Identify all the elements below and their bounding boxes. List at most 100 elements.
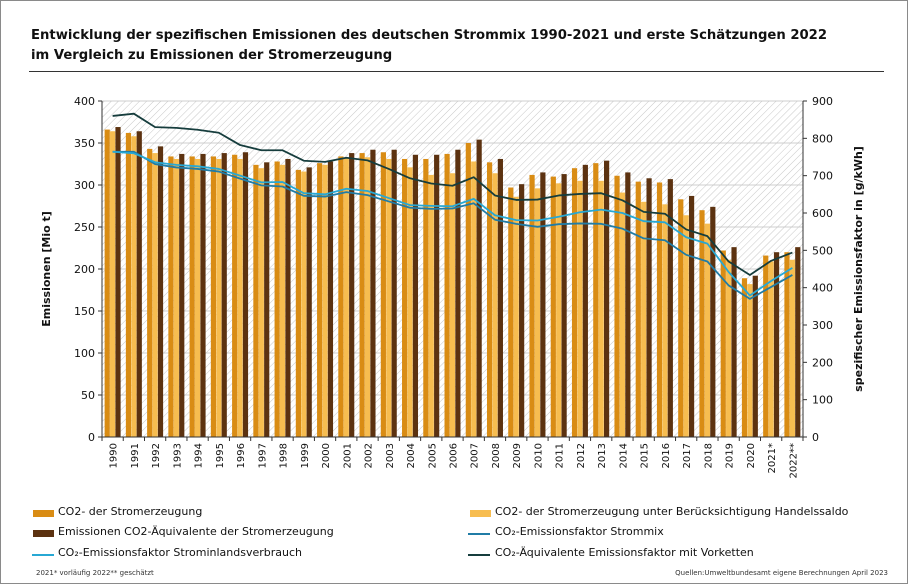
legend-swatch-co2-handel xyxy=(470,510,491,517)
bar-co2-aequivalente xyxy=(434,154,440,437)
right-tick-label: 600 xyxy=(812,207,833,220)
legend-label-co2-handel: CO2- der Stromerzeugung unter Berücksich… xyxy=(495,505,849,518)
bar-co2-handelssaldo xyxy=(619,192,626,437)
x-tick-label: 2012 xyxy=(576,443,587,468)
x-tick-label: 2009 xyxy=(512,443,523,468)
bar-co2 xyxy=(635,181,641,437)
left-tick-label: 250 xyxy=(74,221,95,234)
bar-co2 xyxy=(699,210,705,437)
x-tick-label: 1997 xyxy=(257,443,268,468)
bar-co2-aequivalente xyxy=(455,149,461,437)
bar-co2-aequivalente xyxy=(285,158,291,437)
bar-co2 xyxy=(104,129,110,437)
bar-co2-handelssaldo xyxy=(258,168,264,437)
right-tick-label: 400 xyxy=(812,282,833,295)
x-tick-label: 2005 xyxy=(427,443,438,468)
bar-co2-handelssaldo xyxy=(726,259,732,437)
line-ef-inland xyxy=(112,150,793,297)
bar-co2-handelssaldo xyxy=(364,157,371,437)
x-tick-label: 1992 xyxy=(151,443,162,468)
left-tick-label: 0 xyxy=(88,431,95,444)
legend-label-co2: CO2- der Stromerzeugung xyxy=(58,505,203,518)
bar-co2-aequivalente xyxy=(306,167,312,438)
bar-co2 xyxy=(274,161,280,438)
x-tick-label: 2016 xyxy=(661,443,672,468)
x-tick-label: 1998 xyxy=(279,443,290,468)
bar-co2 xyxy=(614,175,620,437)
bar-co2 xyxy=(147,148,153,437)
right-tick-label: 100 xyxy=(812,394,833,407)
bar-co2-handelssaldo xyxy=(386,158,392,437)
bar-co2 xyxy=(763,255,769,437)
x-tick-label: 2006 xyxy=(449,443,460,468)
bar-co2 xyxy=(338,156,344,437)
bar-co2 xyxy=(189,156,195,437)
bar-co2 xyxy=(465,143,471,437)
bar-co2-handelssaldo xyxy=(513,196,519,437)
legend-label-ef-strommix: CO₂-Emissionsfaktor Strommix xyxy=(495,525,664,538)
bar-co2 xyxy=(295,169,301,437)
x-tick-label: 2013 xyxy=(597,443,608,468)
bar-co2-aequivalente xyxy=(561,174,567,437)
line-ef-vorketten xyxy=(112,112,793,276)
x-tick-label: 2010 xyxy=(533,443,544,468)
bar-co2 xyxy=(359,153,365,437)
bar-co2-aequivalente xyxy=(327,161,334,438)
bar-co2-aequivalente xyxy=(519,184,525,437)
bar-co2-handelssaldo xyxy=(237,158,243,437)
x-tick-label: 2001 xyxy=(342,443,353,468)
title-divider xyxy=(29,71,884,72)
bar-co2-handelssaldo xyxy=(471,161,477,438)
bar-co2-aequivalente xyxy=(349,153,355,437)
bar-co2 xyxy=(550,176,556,437)
bar-co2-aequivalente xyxy=(582,164,588,437)
left-axis-label: Emissionen [Mio t] xyxy=(40,211,53,327)
bar-co2 xyxy=(678,199,684,437)
bar-co2-aequivalente xyxy=(264,162,270,437)
bar-co2 xyxy=(317,163,323,437)
bar-co2-aequivalente xyxy=(476,139,482,437)
bar-co2-handelssaldo xyxy=(662,204,668,437)
x-tick-label: 1999 xyxy=(300,443,311,468)
bar-co2-aequivalente xyxy=(391,149,397,437)
x-tick-label: 2004 xyxy=(406,443,417,468)
legend-line-ef-strommix xyxy=(468,533,490,535)
bar-co2 xyxy=(125,132,132,438)
bar-co2-handelssaldo xyxy=(152,153,158,437)
bar-co2-handelssaldo xyxy=(279,164,286,437)
bar-co2-aequivalente xyxy=(625,172,631,437)
bar-co2 xyxy=(232,154,238,437)
bar-co2-handelssaldo xyxy=(598,180,604,438)
left-tick-label: 350 xyxy=(74,137,95,150)
bar-co2 xyxy=(571,168,578,437)
bar-co2-aequivalente xyxy=(221,153,227,437)
x-tick-label: 1995 xyxy=(215,443,226,468)
bar-co2 xyxy=(720,250,726,437)
x-tick-label: 2007 xyxy=(470,443,481,468)
x-tick-label: 2015 xyxy=(640,443,651,468)
bar-co2 xyxy=(168,156,174,437)
chart-title-line-2: im Vergleich zu Emissionen der Stromerze… xyxy=(31,48,393,63)
x-tick-label: 2008 xyxy=(491,443,502,468)
legend-swatch-co2 xyxy=(33,510,54,517)
bar-co2-handelssaldo xyxy=(704,223,711,437)
bar-co2-handelssaldo xyxy=(556,183,562,437)
bar-co2 xyxy=(380,152,386,438)
x-tick-label: 2014 xyxy=(618,443,629,468)
bar-co2-aequivalente xyxy=(200,153,206,438)
left-tick-label: 100 xyxy=(74,347,95,360)
bar-co2-aequivalente xyxy=(412,154,419,437)
legend-label-co2-aequivalente: Emissionen CO2-Äquivalente der Stromerze… xyxy=(58,525,334,538)
bar-co2 xyxy=(253,164,259,437)
bar-co2-aequivalente xyxy=(604,160,610,437)
bar-co2-aequivalente xyxy=(752,275,758,437)
bar-co2-handelssaldo xyxy=(768,261,774,437)
left-axis-ticks: 0 50 100 150 200 250 300 350 400 xyxy=(74,95,102,444)
legend-swatch-co2-aequivalente xyxy=(33,530,54,537)
bar-co2-handelssaldo xyxy=(110,131,116,438)
bar-co2-handelssaldo xyxy=(322,164,328,437)
legend-label-ef-vorketten: CO₂-Äquivalente Emissionsfaktor mit Vork… xyxy=(495,546,754,559)
x-tick-label: 2003 xyxy=(385,443,396,468)
chart-title: Entwicklung der spezifischen Emissionen … xyxy=(31,26,827,66)
bar-co2-aequivalente xyxy=(773,252,780,437)
